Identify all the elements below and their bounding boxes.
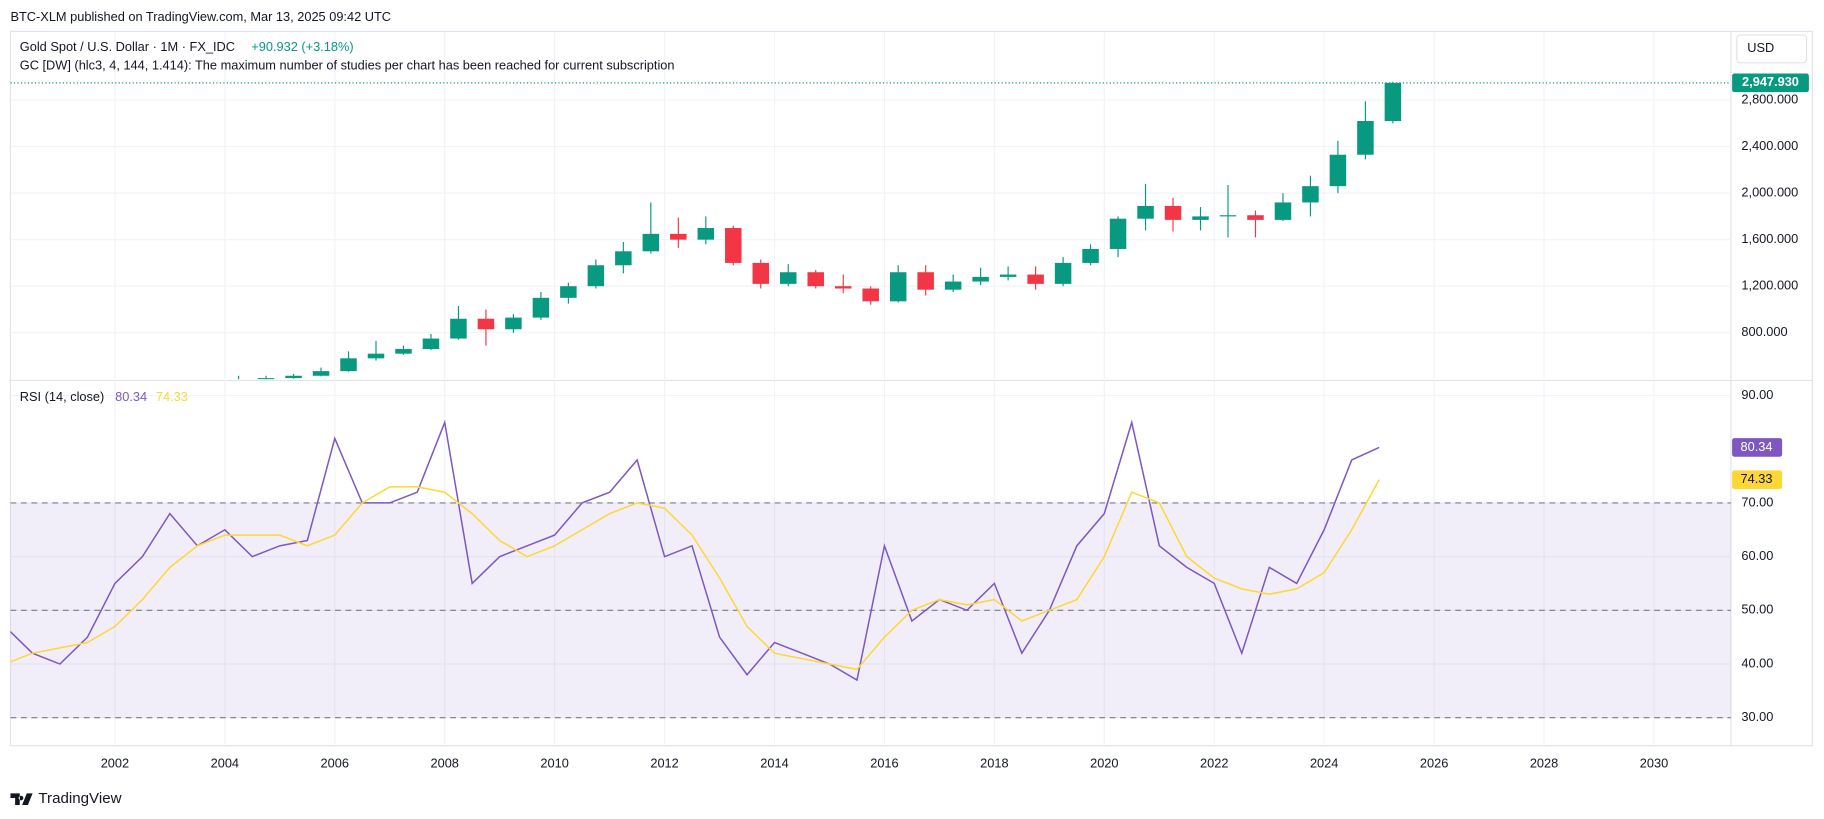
y-tick-label: 1,600.000: [1741, 231, 1798, 246]
candle-body: [725, 228, 742, 263]
y-tick-label: 60.00: [1741, 548, 1773, 563]
candle-body: [450, 318, 467, 339]
candle-body: [1329, 154, 1347, 187]
currency[interactable]: USD: [1747, 40, 1774, 55]
x-tick-label: 2014: [760, 756, 788, 771]
x-tick-label: 2016: [870, 756, 898, 771]
rsi-pane: [10, 419, 1731, 719]
currency-button[interactable]: [1736, 34, 1808, 64]
candle-body: [1302, 186, 1319, 203]
candle-body: [230, 379, 247, 380]
symbol-title: Gold Spot / U.S. Dollar · 1M · FX_IDC: [20, 39, 235, 54]
y-tick-label: 2,400.000: [1741, 138, 1798, 153]
x-tick-label: 2030: [1640, 756, 1668, 771]
x-tick-label: 2020: [1090, 756, 1118, 771]
x-tick-label: 2026: [1420, 756, 1448, 771]
candle-body: [1109, 218, 1127, 249]
candle-body: [257, 378, 275, 380]
chart-frame: [9, 30, 1813, 747]
candle-body: [1247, 215, 1264, 220]
candle-body: [1357, 121, 1374, 155]
candle-body: [1192, 216, 1209, 220]
candle-body: [1054, 262, 1072, 284]
x-tick-label: 2010: [540, 756, 568, 771]
x-tick-label: 2022: [1200, 756, 1228, 771]
y-tick-label: 50.00: [1741, 602, 1773, 617]
candle-body: [944, 281, 962, 290]
brand: TradingView: [38, 790, 121, 807]
price-change: +90.932 (+3.18%): [251, 39, 353, 54]
candle-body: [1164, 205, 1182, 220]
y-tick-label: 2,800.000: [1741, 91, 1798, 106]
candle-body: [972, 276, 989, 282]
candle-body: [587, 265, 605, 287]
x-tick-label: 2002: [101, 756, 129, 771]
candle-body: [1384, 82, 1402, 122]
y-tick-label: 70.00: [1741, 494, 1773, 509]
publisher: BTC-XLM published on TradingView.com, Ma…: [10, 9, 391, 24]
candle-body: [615, 251, 632, 266]
candle-body: [780, 272, 797, 284]
value-badge: [1732, 470, 1783, 489]
candle-body: [560, 286, 577, 298]
y-tick-label: 40.00: [1741, 655, 1773, 670]
y-tick-label: 30.00: [1741, 709, 1773, 724]
candle-body: [1274, 202, 1292, 220]
candle-body: [505, 317, 522, 330]
candle-body: [285, 375, 302, 379]
candle-body: [862, 288, 879, 302]
value-badge-label: 74.33: [1741, 471, 1773, 486]
candle-body: [340, 358, 357, 372]
candle-body: [642, 233, 660, 252]
legend-value: 74.33: [156, 389, 188, 404]
y-tick-label: 2,000.000: [1741, 185, 1798, 200]
candle-body: [752, 262, 770, 284]
y-tick-label: 90.00: [1741, 387, 1773, 402]
y-tick-label: 1,200.000: [1741, 278, 1798, 293]
candle-body: [1027, 274, 1044, 284]
x-tick-label: 2004: [211, 756, 239, 771]
candle-body: [532, 297, 550, 318]
candle-body: [395, 349, 412, 354]
price-pane: [203, 81, 1402, 385]
rsi-line: [10, 479, 1380, 671]
candle-body: [477, 318, 495, 330]
last-price-label: 2,947.930: [1742, 74, 1799, 89]
x-tick-label: 2008: [430, 756, 458, 771]
y-tick-label: 800.000: [1741, 324, 1787, 339]
x-tick-label: 2006: [321, 756, 349, 771]
x-tick-label: 2018: [980, 756, 1008, 771]
value-badge-label: 80.34: [1741, 439, 1773, 454]
candle-body: [917, 272, 934, 290]
study-note: GC [DW] (hlc3, 4, 144, 1.414): The maxim…: [20, 58, 675, 73]
candle-body: [889, 272, 907, 302]
candle-body: [312, 371, 330, 376]
candle-body: [834, 286, 852, 289]
x-tick-label: 2024: [1310, 756, 1338, 771]
candle-body: [670, 233, 687, 240]
candle-body: [422, 338, 440, 350]
candle-body: [999, 274, 1017, 277]
rsi-line: [10, 419, 1380, 682]
rsi-title: RSI (14, close): [20, 389, 105, 404]
candle-body: [807, 272, 824, 287]
candle-body: [203, 383, 219, 385]
value-badge: [1732, 438, 1783, 457]
candle-body: [1219, 215, 1237, 217]
candle-body: [1082, 248, 1099, 263]
candle-body: [697, 228, 715, 240]
candle-body: [1137, 205, 1154, 219]
axes: 800.000 1,200.000 1,600.000 2,000.000 2,400.…: [10, 73, 1809, 771]
last-price-badge: [1732, 73, 1809, 93]
legend-value: 80.34: [115, 389, 147, 404]
x-tick-label: 2012: [650, 756, 678, 771]
candle-body: [367, 353, 385, 359]
tradingview-logo: [10, 793, 33, 806]
x-tick-label: 2028: [1530, 756, 1558, 771]
